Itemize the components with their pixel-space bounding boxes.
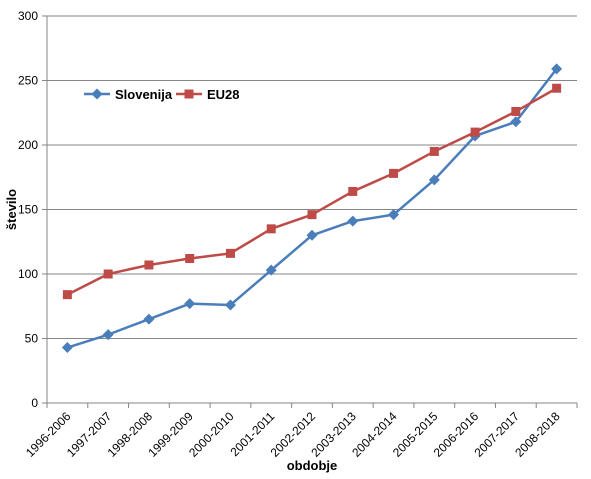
data-point (185, 254, 195, 264)
series-line (67, 68, 558, 349)
series-line (66, 87, 558, 296)
y-tick-label: 0 (31, 396, 38, 410)
data-point (511, 106, 521, 116)
axes (42, 15, 578, 408)
x-axis-title: obdobje (287, 458, 338, 473)
data-point (388, 209, 400, 221)
data-point (347, 215, 359, 227)
y-axis-title: število (4, 189, 19, 230)
data-point (61, 342, 73, 354)
data-point (428, 174, 440, 186)
legend-marker (91, 88, 103, 100)
x-tick-labels: 1996-20061997-20071998-20081999-20092000… (23, 409, 563, 460)
data-point (389, 168, 399, 178)
data-point (510, 116, 522, 128)
plot-area (61, 63, 563, 354)
legend-item: EU28 (176, 87, 240, 102)
legend-marker (184, 89, 194, 99)
data-point (552, 83, 562, 93)
data-point (306, 229, 318, 241)
data-point (225, 248, 235, 258)
data-point (143, 313, 155, 325)
data-point (103, 269, 113, 279)
legend-label: Slovenija (115, 87, 173, 102)
data-point (348, 186, 358, 196)
data-point (224, 299, 236, 311)
y-tick-label: 50 (25, 332, 39, 346)
y-tick-label: 150 (18, 203, 38, 217)
gridlines (47, 15, 577, 339)
data-point (102, 329, 114, 341)
data-point (470, 127, 480, 137)
y-tick-label: 200 (18, 138, 38, 152)
series-eu28 (62, 83, 562, 300)
y-tick-label: 250 (18, 74, 38, 88)
data-point (265, 264, 277, 276)
legend-label: EU28 (207, 87, 240, 102)
data-point (184, 298, 196, 310)
series-slovenija (61, 63, 563, 354)
data-point (307, 210, 317, 220)
y-tick-label: 300 (18, 9, 38, 23)
y-tick-label: 100 (18, 267, 38, 281)
legend-item: Slovenija (84, 87, 173, 102)
data-point (551, 63, 563, 75)
x-tick-label: 2008-2018 (512, 409, 563, 460)
y-tick-labels: 0 50 100 150 200 250 300 (18, 9, 38, 410)
data-point (144, 260, 154, 270)
data-point (429, 146, 439, 156)
data-point (266, 224, 276, 234)
legend: Slovenija EU28 (84, 87, 240, 102)
data-point (62, 290, 72, 300)
